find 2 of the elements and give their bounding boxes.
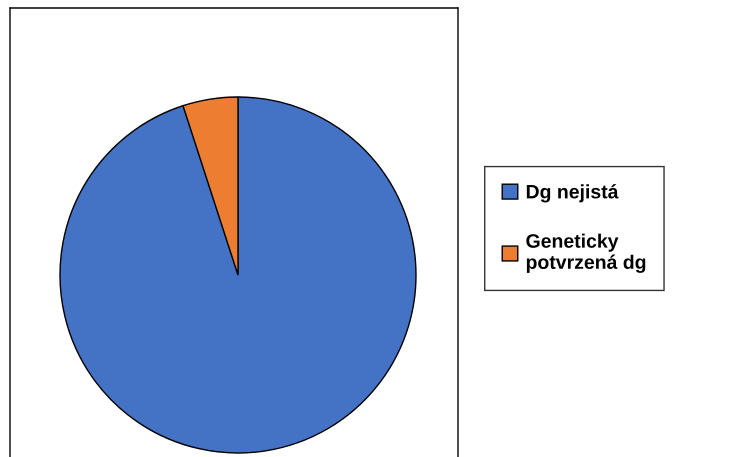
legend-label: Dg nejistá	[526, 184, 619, 202]
legend-label: Geneticky potvrzená dg	[526, 234, 646, 273]
